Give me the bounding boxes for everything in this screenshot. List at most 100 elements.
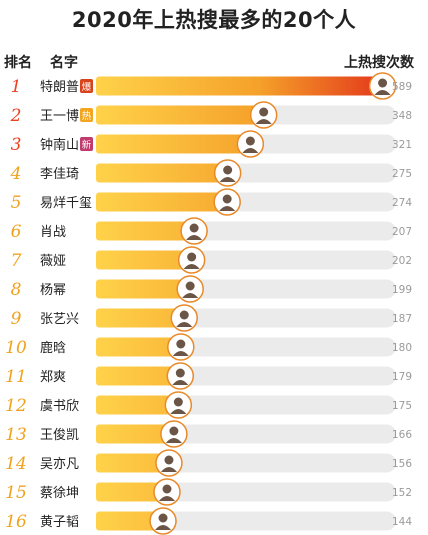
name-label: 张艺兴 — [40, 312, 79, 327]
name-label: 虞书欣 — [40, 399, 79, 414]
name-label: 肖战 — [40, 225, 66, 240]
rank-label: 6 — [11, 222, 22, 242]
bar — [96, 134, 255, 154]
rank-label: 12 — [5, 396, 27, 416]
rank-label: 11 — [5, 367, 27, 387]
value-label: 144 — [392, 516, 412, 528]
value-label: 175 — [392, 400, 412, 412]
value-label: 166 — [392, 429, 412, 441]
bar — [96, 482, 171, 502]
avatar-body-icon — [176, 322, 193, 327]
bar — [96, 76, 387, 96]
name-label: 鹿晗 — [40, 340, 66, 356]
bar — [96, 424, 178, 444]
rank-label: 2 — [10, 106, 22, 126]
value-label: 348 — [392, 110, 412, 122]
value-label: 202 — [392, 255, 412, 267]
value-label: 207 — [392, 226, 412, 238]
rank-header: 排名 — [4, 55, 32, 71]
value-label: 156 — [392, 458, 412, 470]
avatar-body-icon — [255, 119, 272, 124]
avatar-body-icon — [172, 380, 189, 385]
avatar-body-icon — [186, 235, 203, 240]
count-header: 上热搜次数 — [344, 55, 414, 71]
avatar-head-icon — [185, 281, 195, 291]
rank-label: 4 — [10, 164, 22, 184]
avatar-head-icon — [259, 107, 269, 117]
rank-label: 9 — [11, 309, 22, 329]
avatar-head-icon — [223, 165, 233, 175]
value-label: 152 — [392, 487, 412, 499]
avatar-head-icon — [245, 136, 255, 146]
bar — [96, 337, 185, 357]
avatar-body-icon — [219, 177, 236, 182]
badge — [80, 79, 93, 93]
avatar-head-icon — [158, 513, 168, 523]
value-label: 274 — [392, 197, 412, 209]
bar — [96, 105, 268, 125]
rank-label: 8 — [11, 280, 22, 300]
rank-label: 1 — [11, 77, 22, 97]
rank-label: 14 — [5, 454, 27, 474]
badge — [80, 137, 93, 151]
avatar-head-icon — [189, 223, 199, 233]
value-label: 275 — [392, 168, 412, 180]
avatar-body-icon — [158, 496, 175, 501]
name-header: 名字 — [50, 55, 78, 71]
badge-label: 爆 — [82, 81, 92, 93]
bar — [96, 395, 183, 415]
name-label: 王俊凯 — [40, 428, 79, 443]
value-label: 199 — [392, 284, 412, 296]
badge-label: 热 — [82, 110, 92, 122]
bar — [96, 192, 232, 212]
avatar-head-icon — [164, 455, 174, 465]
badge-label: 新 — [82, 139, 92, 151]
name-label: 王一博 — [40, 109, 79, 124]
name-label: 李佳琦 — [40, 167, 79, 182]
avatar-body-icon — [160, 467, 177, 472]
value-label: 321 — [392, 139, 412, 151]
avatar-body-icon — [242, 148, 259, 153]
avatar-head-icon — [175, 368, 185, 378]
avatar-head-icon — [187, 252, 197, 262]
bar — [96, 163, 232, 183]
name-label: 薇娅 — [40, 254, 66, 269]
bar — [96, 279, 195, 299]
bar — [96, 308, 189, 328]
avatar-head-icon — [222, 194, 232, 204]
avatar-head-icon — [179, 310, 189, 320]
avatar-body-icon — [219, 206, 236, 211]
rank-label: 16 — [5, 512, 27, 532]
value-label: 179 — [392, 371, 412, 383]
rank-label: 3 — [11, 135, 22, 155]
bar — [96, 250, 196, 270]
avatar-body-icon — [170, 409, 187, 414]
avatar-head-icon — [162, 484, 172, 494]
bar — [96, 511, 168, 531]
chart-title: 2020年上热搜最多的20个人 — [71, 8, 357, 32]
avatar-head-icon — [176, 339, 186, 349]
rank-label: 10 — [5, 338, 27, 358]
avatar-head-icon — [173, 397, 183, 407]
name-label: 钟南山 — [40, 137, 79, 153]
bar — [96, 221, 199, 241]
avatar-head-icon — [378, 78, 388, 88]
rank-label: 13 — [5, 425, 27, 445]
badge — [80, 108, 93, 122]
name-label: 杨幂 — [40, 283, 66, 298]
avatar-body-icon — [172, 351, 189, 356]
value-label: 180 — [392, 342, 412, 354]
avatar-body-icon — [155, 525, 172, 530]
name-label: 吴亦凡 — [40, 456, 79, 472]
avatar-head-icon — [169, 426, 179, 436]
rank-label: 7 — [11, 251, 22, 271]
avatar-body-icon — [182, 293, 199, 298]
bar — [96, 366, 185, 386]
rank-label: 5 — [11, 193, 22, 213]
name-label: 黄子韬 — [40, 515, 79, 530]
name-label: 蔡徐坤 — [40, 486, 79, 501]
avatar-body-icon — [374, 90, 391, 95]
avatar-body-icon — [183, 264, 200, 269]
value-label: 187 — [392, 313, 412, 325]
